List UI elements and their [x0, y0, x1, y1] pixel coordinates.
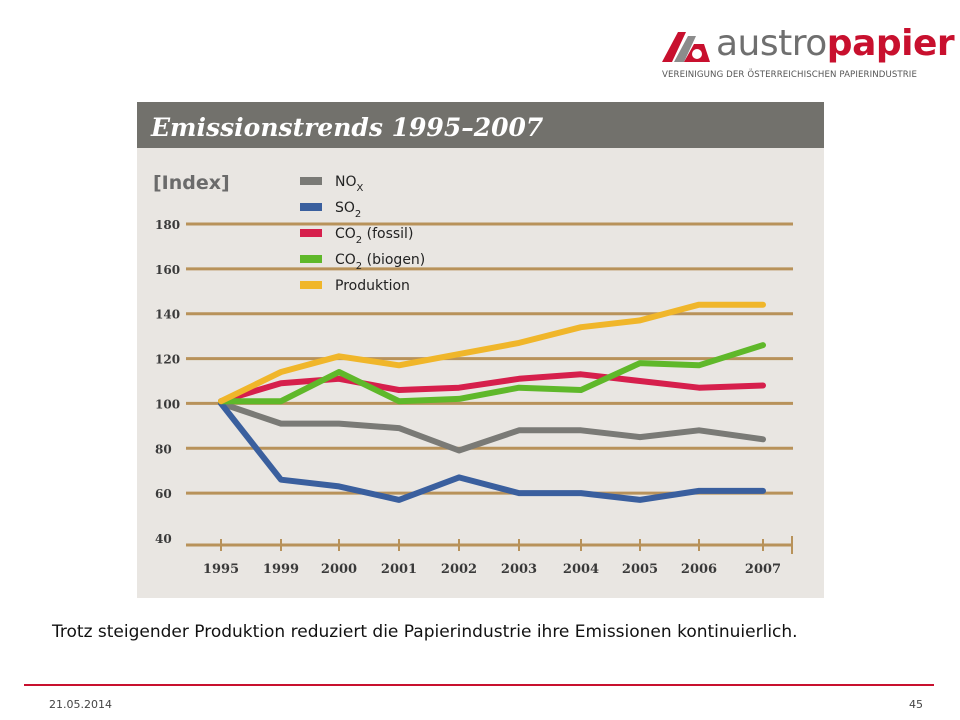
brand-name-part2: papier	[826, 23, 955, 64]
footer-divider	[24, 684, 934, 686]
legend-item: CO2 (biogen)	[300, 252, 425, 272]
series-line-4	[218, 301, 766, 405]
legend-swatch	[300, 281, 322, 289]
legend-label: CO2 (fossil)	[335, 226, 413, 246]
y-tick-label: 60	[155, 487, 172, 501]
x-tick-label: 2001	[381, 562, 417, 577]
legend-swatch	[300, 177, 322, 185]
y-tick-label: 40	[155, 532, 172, 546]
legend-item: SO2	[300, 200, 361, 220]
legend-swatch	[300, 203, 322, 211]
x-tick-label: 1999	[263, 562, 299, 577]
austropapier-logo-mark-icon	[662, 32, 710, 62]
series-line-2	[218, 371, 766, 405]
legend-swatch	[300, 255, 322, 263]
page-number: 45	[909, 698, 923, 711]
emission-chart-panel: Emissionstrends 1995–2007 [Index] 40 60 80 10…	[137, 102, 824, 598]
series-line-3	[218, 342, 766, 405]
series-line-1	[218, 400, 766, 503]
legend-item: NOX	[300, 174, 364, 194]
y-tick-label: 100	[155, 397, 180, 411]
legend-label: CO2 (biogen)	[335, 252, 425, 272]
emission-chart: Emissionstrends 1995–2007 [Index] 40 60 80 10…	[137, 102, 824, 577]
austropapier-logo: austropapier VEREINIGUNG DER ÖSTERREICHI…	[660, 22, 955, 84]
legend-item: CO2 (fossil)	[300, 226, 413, 246]
legend-label: SO2	[335, 200, 361, 220]
x-tick-label: 2006	[681, 562, 717, 577]
chart-caption: Trotz steigender Produktion reduziert di…	[52, 622, 798, 642]
brand-subtitle: VEREINIGUNG DER ÖSTERREICHISCHEN PAPIERI…	[662, 70, 917, 80]
legend-swatch	[300, 229, 322, 237]
x-tick-label: 2003	[501, 562, 537, 577]
chart-title: Emissionstrends 1995–2007	[150, 113, 544, 142]
x-tick-label: 2002	[441, 562, 477, 577]
y-tick-label: 180	[155, 218, 180, 232]
chart-title-bar	[137, 102, 824, 148]
x-tick-label: 2007	[745, 562, 781, 577]
y-tick-label: 160	[155, 263, 180, 277]
x-tick-label: 2004	[563, 562, 599, 577]
legend-item: Produktion	[300, 278, 410, 294]
y-tick-label: 80	[155, 442, 172, 456]
x-tick-label: 1995	[203, 562, 239, 577]
y-tick-label: 120	[155, 353, 180, 367]
brand-name: austropapier	[716, 22, 955, 66]
brand-name-part1: austro	[716, 23, 827, 64]
legend-label: NOX	[335, 174, 364, 194]
gridlines	[186, 222, 793, 495]
footer-date: 21.05.2014	[49, 698, 112, 711]
y-tick-label: 140	[155, 308, 180, 322]
legend-label: Produktion	[335, 278, 410, 294]
x-tick-label: 2000	[321, 562, 357, 577]
y-axis-label: [Index]	[153, 172, 230, 194]
series-line-0	[218, 400, 766, 454]
x-tick-label: 2005	[622, 562, 658, 577]
